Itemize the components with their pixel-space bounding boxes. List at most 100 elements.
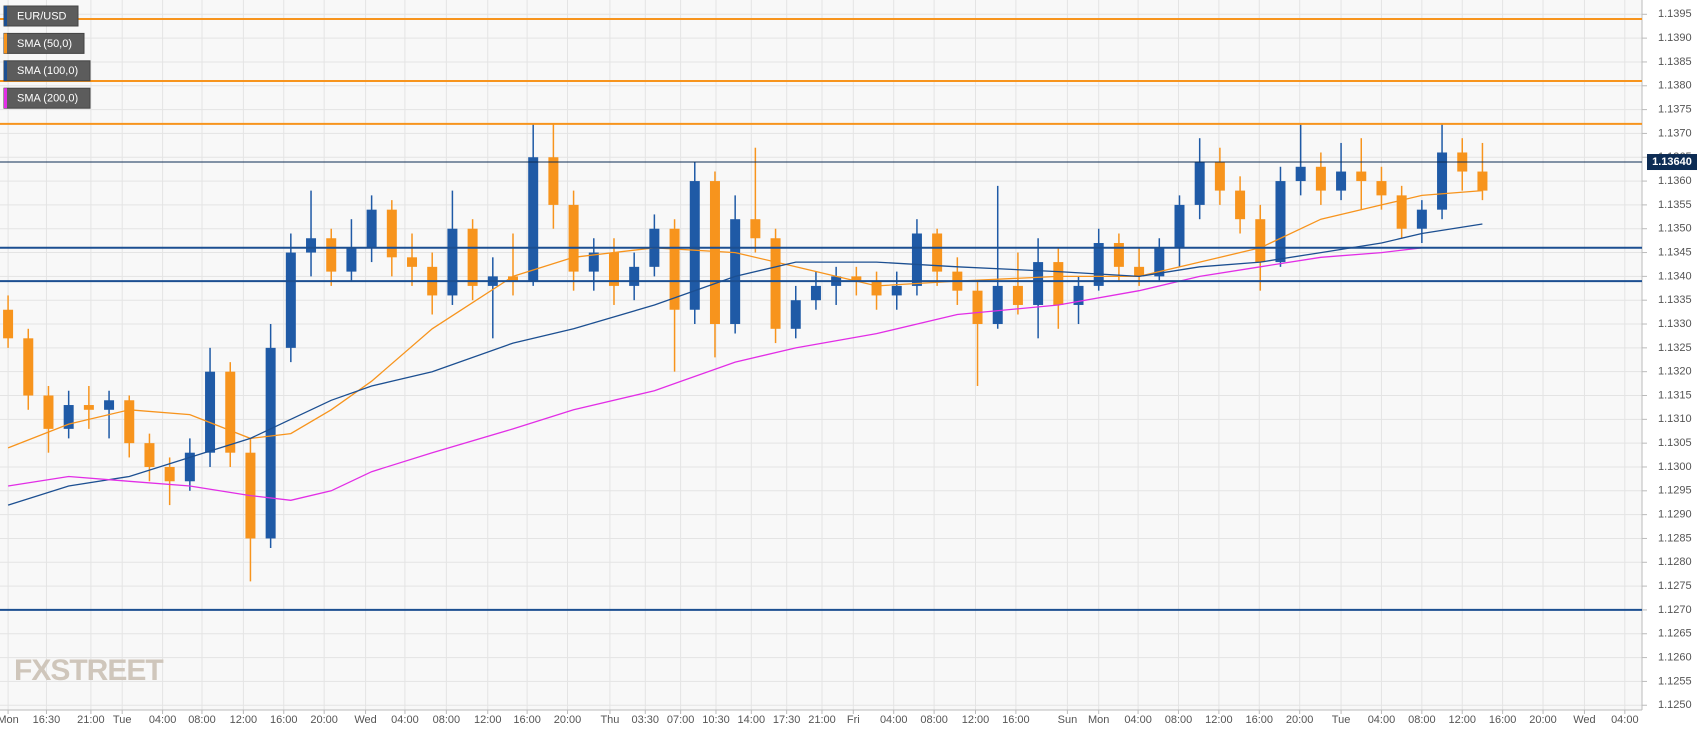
candle-body [790,300,801,329]
x-tick-label: 20:00 [310,714,338,726]
candle-body [104,400,115,410]
candle-body [1315,166,1326,191]
candle-body [326,238,337,272]
candle-body [1477,171,1488,191]
x-tick-label: 16:00 [1002,714,1030,726]
sma-line [7,189,1483,449]
x-tick-label: Mon [1088,714,1109,726]
candle-body [972,290,983,325]
x-tick-label: 04:00 [391,714,419,726]
y-tick-label: 1.1320 [1658,366,1692,378]
x-tick-label: 04:00 [1124,714,1152,726]
x-tick-label: 17:30 [773,714,801,726]
candle-body [629,266,640,286]
candle-body [144,443,155,467]
legend-label: SMA (100,0) [17,65,78,77]
y-tick-label: 1.1300 [1658,461,1692,473]
x-tick-label: 12:00 [962,714,990,726]
candle-body [669,228,680,310]
candle-body [1295,166,1306,182]
x-tick-label: 21:00 [808,714,836,726]
candle-body [1396,195,1407,229]
candle-body [285,252,296,348]
x-tick-label: 03:30 [632,714,660,726]
y-tick-label: 1.1315 [1658,389,1692,401]
candle-body [407,257,418,267]
candle-body [608,252,619,286]
x-tick-label: 08:00 [1408,714,1436,726]
candle-body [1073,285,1084,305]
candle-body [1275,181,1286,263]
x-tick-label: 07:00 [667,714,695,726]
x-tick-label: 14:00 [738,714,766,726]
x-tick-label: Tue [113,714,132,726]
watermark: FXSTREET [14,654,163,687]
candle-body [689,181,700,310]
y-tick-label: 1.1390 [1658,32,1692,44]
legend-swatch [4,60,7,81]
x-tick-label: 16:00 [270,714,298,726]
candle-body [366,209,377,248]
y-tick-label: 1.1285 [1658,532,1692,544]
sma-line [7,223,1483,506]
candle-body [1376,181,1387,196]
legend-label: SMA (200,0) [17,93,78,105]
candle-body [447,228,458,296]
x-tick-label: Wed [1573,714,1595,726]
y-tick-label: 1.1340 [1658,270,1692,282]
candle-body [1033,262,1044,305]
candle-body [1012,285,1023,305]
x-tick-label: 16:00 [1246,714,1274,726]
candle-body [124,400,135,444]
y-tick-label: 1.1375 [1658,104,1692,116]
candle-body [810,285,821,301]
legend-label: EUR/USD [17,10,67,22]
candle-body [83,405,94,410]
candle-body [548,157,559,205]
legend-swatch [4,88,7,109]
candle-body [932,233,943,272]
candle-body [346,247,357,272]
candle-body [225,371,236,453]
candle-body [891,285,902,296]
candle-body [1194,162,1205,205]
y-tick-label: 1.1370 [1658,127,1692,139]
y-tick-label: 1.1385 [1658,56,1692,68]
y-tick-label: 1.1260 [1658,651,1692,663]
last-price-tag [1647,154,1697,171]
y-tick-label: 1.1250 [1658,699,1692,711]
candle-body [184,452,195,482]
candle-body [911,233,922,286]
candle-body [306,238,317,253]
x-tick-label: Wed [354,714,376,726]
candle-body [1235,190,1246,220]
candle-body [3,309,14,339]
x-tick-label: 12:00 [1205,714,1233,726]
legend-swatch [4,6,7,26]
y-tick-label: 1.1325 [1658,342,1692,354]
x-tick-label: 08:00 [188,714,216,726]
x-tick-label: Fri [847,714,860,726]
x-tick-label: 20:00 [1529,714,1557,726]
candle-body [1336,171,1347,191]
candle-body [386,209,397,258]
y-tick-label: 1.1395 [1658,8,1692,20]
candle-body [1154,247,1165,277]
y-tick-label: 1.1280 [1658,556,1692,568]
candle-body [750,219,761,239]
y-tick-label: 1.1355 [1658,199,1692,211]
x-tick-label: 08:00 [920,714,948,726]
x-tick-label: 04:00 [880,714,908,726]
y-tick-label: 1.1305 [1658,437,1692,449]
candle-body [1356,171,1367,182]
candle-body [1214,162,1225,191]
x-tick-label: Sun [1058,714,1078,726]
candle-body [164,466,175,482]
x-tick-label: Thu [600,714,619,726]
candle-body [528,157,539,282]
plot-area [0,0,1642,710]
x-tick-label: Tue [1332,714,1351,726]
x-tick-label: 08:00 [1165,714,1193,726]
x-tick-label: 04:00 [149,714,177,726]
